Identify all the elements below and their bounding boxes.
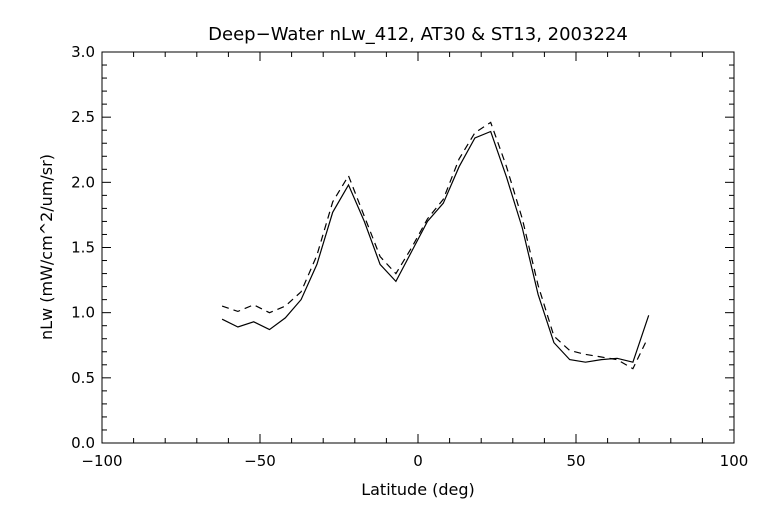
y-tick-label: 3.0 [71,43,95,61]
x-tick-label: 50 [566,452,585,470]
tick-labels: −100 −50 0 50 100 0.0 0.5 1.0 1.5 2.0 2.5 3.0 [71,43,748,470]
y-tick-label: 2.5 [71,108,95,126]
y-tick-label: 1.0 [71,304,95,322]
x-tick-label: −50 [244,452,276,470]
x-tick-label: 0 [413,452,423,470]
x-axis-label: Latitude (deg) [361,480,475,499]
x-tick-label: −100 [81,452,122,470]
y-tick-label: 1.5 [71,239,95,257]
y-tick-label: 0.5 [71,369,95,387]
axis-ticks [101,51,735,444]
x-tick-label: 100 [720,452,749,470]
series-lines [221,121,650,370]
y-tick-label: 2.0 [71,173,95,191]
series-line-solid [221,130,650,363]
series-line-dashed [221,121,647,370]
chart-title: Deep−Water nLw_412, AT30 & ST13, 2003224 [208,24,628,45]
plot-frame [101,51,735,444]
y-tick-label: 0.0 [71,434,95,452]
y-axis-label: nLw (mW/cm^2/um/sr) [37,154,56,340]
